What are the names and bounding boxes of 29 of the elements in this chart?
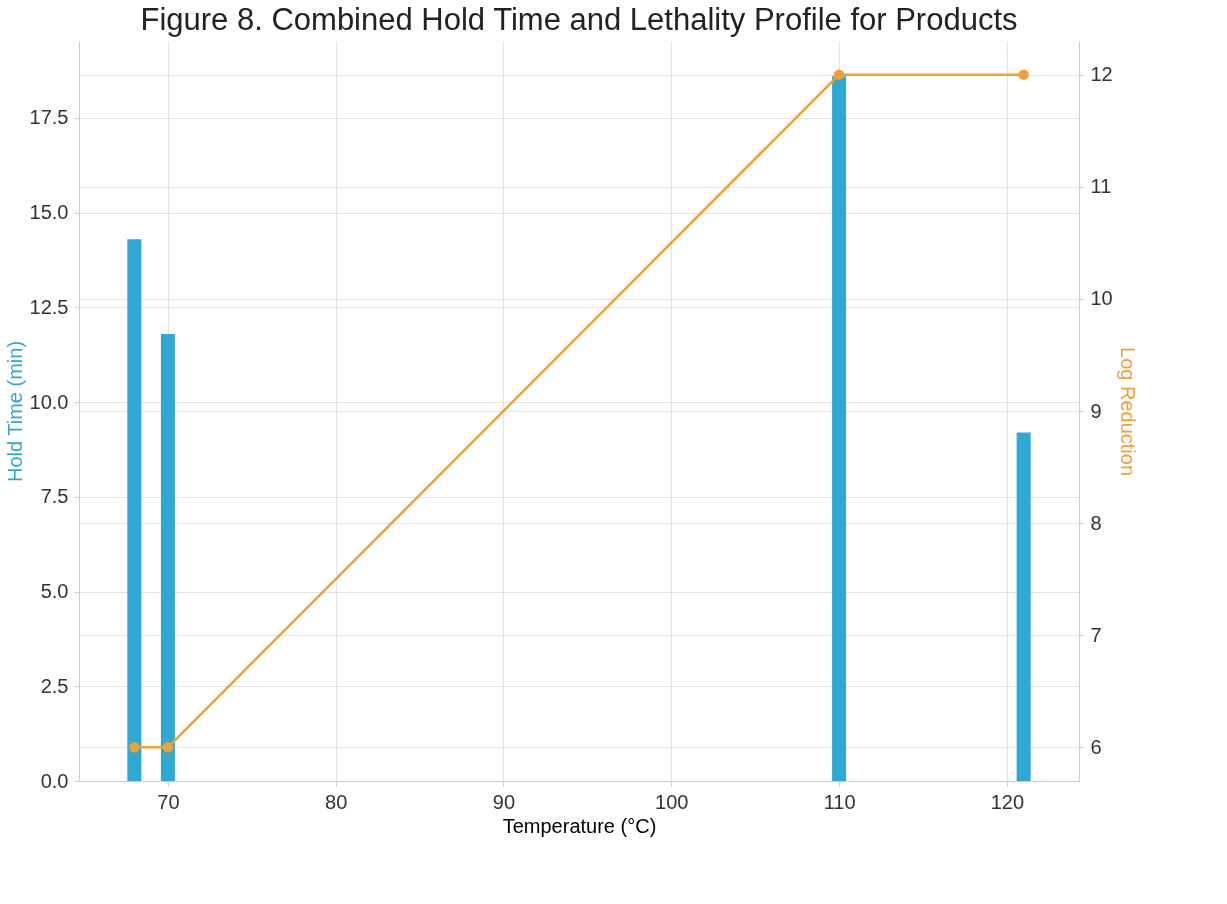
bar bbox=[832, 76, 847, 781]
y-tick-label: 0.0 bbox=[40, 769, 69, 792]
y-tick-label: 17.5 bbox=[29, 106, 69, 129]
y-tick-label: 5.0 bbox=[40, 580, 69, 603]
x-tick-label: 120 bbox=[990, 790, 1025, 813]
x-tick-label: 100 bbox=[655, 790, 689, 813]
y-tick-label: 15.0 bbox=[29, 201, 69, 224]
y-tick-label: 10.0 bbox=[29, 390, 69, 413]
y-tick-label: 7.5 bbox=[40, 485, 69, 508]
x-tick-label: 90 bbox=[492, 790, 516, 813]
y2-tick-label: 9 bbox=[1090, 399, 1102, 422]
y2-tick-label: 12 bbox=[1090, 63, 1113, 86]
y2-tick-label: 8 bbox=[1090, 511, 1102, 534]
y2-axis-title: Log Reduction bbox=[1116, 347, 1139, 476]
x-tick-label: 110 bbox=[823, 790, 856, 813]
y2-tick-label: 10 bbox=[1090, 287, 1113, 310]
y-tick-label: 12.5 bbox=[29, 295, 69, 318]
chart-title: Figure 8. Combined Hold Time and Lethality Profile for Products bbox=[140, 2, 1018, 37]
y2-tick-label: 6 bbox=[1090, 735, 1102, 758]
y2-tick-label: 11 bbox=[1090, 175, 1112, 198]
bar bbox=[160, 333, 175, 781]
y2-tick-label: 7 bbox=[1090, 623, 1102, 646]
x-tick-label: 70 bbox=[157, 790, 180, 813]
bar bbox=[1016, 432, 1031, 781]
bar bbox=[127, 239, 142, 781]
y-tick-label: 2.5 bbox=[40, 674, 69, 697]
x-tick-label: 80 bbox=[325, 790, 348, 813]
x-axis-title: Temperature (°C) bbox=[502, 814, 657, 837]
y-axis-title: Hold Time (min) bbox=[3, 340, 26, 483]
